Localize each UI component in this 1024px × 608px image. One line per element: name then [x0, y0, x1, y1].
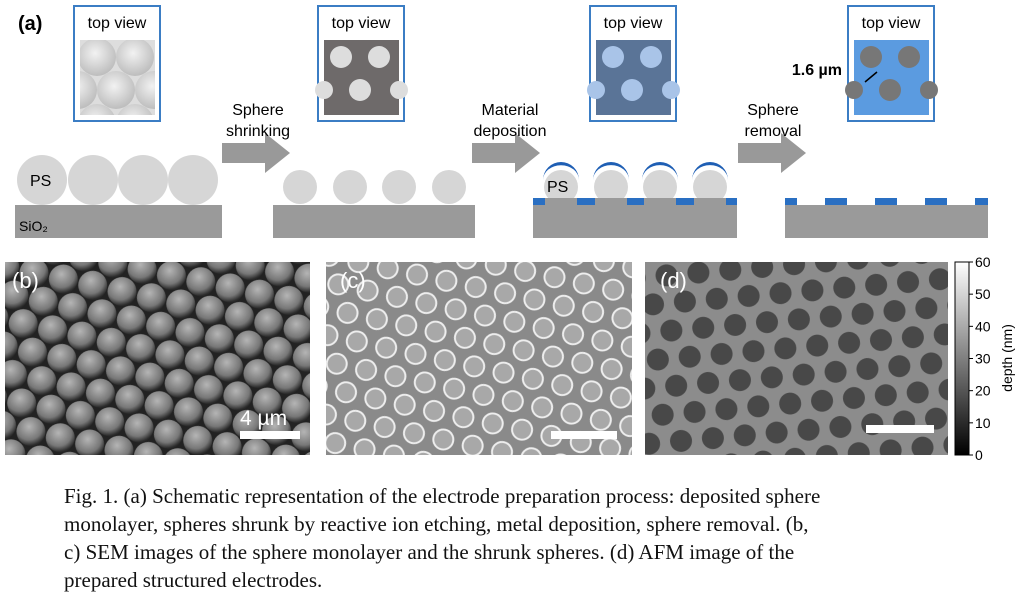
afm-image — [645, 262, 948, 455]
cross-sections: PS SiO₂ PS — [15, 155, 988, 238]
tick-label: 10 — [975, 415, 991, 431]
panel-label: (c) — [340, 268, 366, 293]
panel-label: (d) — [660, 268, 687, 293]
caption-line: monolayer, spheres shrunk by reactive io… — [64, 512, 808, 536]
ps-label: PS — [547, 179, 568, 196]
sem-image — [326, 262, 632, 455]
top-views: top view top view top view top view 1.6 … — [73, 5, 938, 122]
caption-line: Fig. 1. (a) Schematic representation of … — [64, 484, 820, 508]
substrate-label: SiO₂ — [19, 218, 48, 234]
pitch-label: 1.6 µm — [792, 62, 842, 79]
top-view-label: top view — [88, 15, 147, 32]
step-label: Sphere — [232, 102, 284, 119]
top-view-label: top view — [862, 15, 921, 32]
tick-label: 50 — [975, 286, 991, 302]
caption-line: prepared structured electrodes. — [64, 568, 322, 592]
step-label: Material — [482, 102, 539, 119]
tick-label: 40 — [975, 318, 991, 334]
step-label: removal — [745, 123, 802, 140]
tick-label: 30 — [975, 351, 991, 367]
colorbar — [954, 261, 970, 456]
ps-label: PS — [30, 173, 51, 190]
scale-label: 4 µm — [240, 407, 287, 430]
panel-label: (a) — [18, 13, 42, 35]
tick-label: 0 — [975, 447, 983, 463]
panel-label: (b) — [12, 268, 39, 293]
sem-image — [5, 262, 310, 455]
step-label: Sphere — [747, 102, 799, 119]
tick-label: 20 — [975, 383, 991, 399]
arrows — [222, 133, 806, 173]
step-label: deposition — [474, 123, 547, 140]
step-label: shrinking — [226, 123, 290, 140]
colorbar-title: depth (nm) — [999, 324, 1015, 392]
tick-label: 60 — [975, 254, 991, 270]
top-view-label: top view — [604, 15, 663, 32]
top-view-label: top view — [332, 15, 391, 32]
caption-line: c) SEM images of the sphere monolayer an… — [64, 540, 794, 564]
scale-bars — [240, 425, 934, 439]
